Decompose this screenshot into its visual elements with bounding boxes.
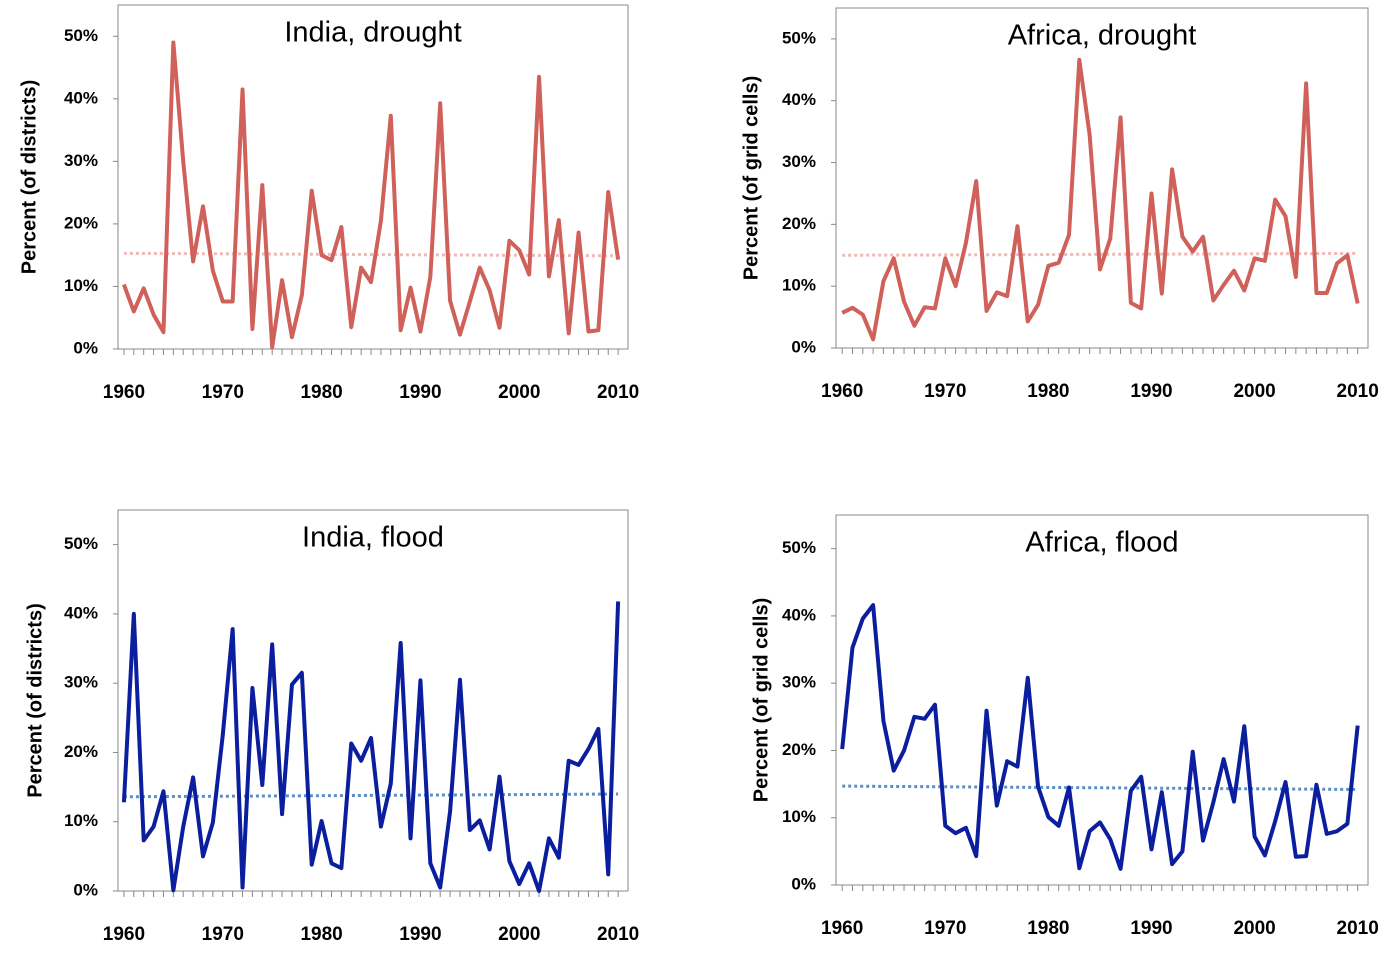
- x-tick-label: 1960: [103, 382, 145, 403]
- x-tick-label: 1990: [1130, 381, 1172, 402]
- trend-line: [842, 784, 1358, 791]
- y-tick-label: 30%: [782, 673, 816, 692]
- x-tick-label: 1970: [924, 381, 966, 402]
- y-tick-label: 30%: [64, 151, 98, 170]
- y-axis-label: Percent (of districts): [24, 603, 46, 797]
- plot-frame: [117, 4, 629, 350]
- y-tick-label: 30%: [64, 673, 98, 692]
- x-tick-label: 1980: [300, 382, 342, 403]
- y-tick-label: 20%: [782, 214, 816, 233]
- y-tick-label: 0%: [791, 337, 816, 356]
- chart-title: India, drought: [284, 17, 461, 49]
- y-tick-label: 50%: [782, 28, 816, 47]
- y-tick-label: 10%: [64, 276, 98, 295]
- y-axis-label: Percent (of grid cells): [740, 76, 762, 281]
- x-tick-label: 1980: [1027, 918, 1069, 939]
- chart-title: Africa, drought: [1008, 20, 1197, 52]
- x-tick-label: 1980: [1027, 381, 1069, 402]
- y-tick-label: 40%: [64, 603, 98, 622]
- y-tick-label: 0%: [791, 874, 816, 893]
- x-tick-label: 1990: [1130, 918, 1172, 939]
- trend-line: [123, 792, 619, 799]
- plot-frame: [835, 7, 1369, 349]
- y-tick-label: 30%: [782, 152, 816, 171]
- x-tick-label: 2010: [597, 924, 639, 945]
- x-tick-label: 2000: [1233, 918, 1275, 939]
- y-tick-label: 20%: [64, 742, 98, 761]
- y-tick-label: 50%: [64, 26, 98, 45]
- chart-title: India, flood: [302, 522, 444, 554]
- x-tick-label: 2010: [1337, 918, 1379, 939]
- data-line: [841, 57, 1360, 342]
- x-tick-label: 1960: [821, 918, 863, 939]
- x-tick-label: 2000: [498, 924, 540, 945]
- x-tick-label: 1990: [399, 924, 441, 945]
- x-tick-label: 2000: [1233, 381, 1275, 402]
- y-tick-label: 50%: [782, 538, 816, 557]
- data-line: [840, 603, 1360, 871]
- data-line: [121, 601, 621, 893]
- chart-title: Africa, flood: [1025, 527, 1178, 559]
- y-axis-label: Percent (of districts): [18, 80, 40, 274]
- y-tick-label: 20%: [782, 740, 816, 759]
- plot-frame: [117, 509, 629, 892]
- plot-frame: [835, 514, 1369, 886]
- y-tick-label: 10%: [782, 276, 816, 295]
- x-tick-label: 2010: [597, 382, 639, 403]
- y-tick-label: 0%: [73, 880, 98, 899]
- x-tick-label: 1980: [300, 924, 342, 945]
- x-tick-label: 1970: [924, 918, 966, 939]
- x-tick-label: 1970: [202, 382, 244, 403]
- trend-line: [123, 251, 619, 258]
- y-tick-label: 40%: [782, 605, 816, 624]
- data-line: [122, 40, 621, 350]
- y-tick-label: 10%: [64, 811, 98, 830]
- x-tick-label: 1960: [821, 381, 863, 402]
- x-tick-label: 2000: [498, 382, 540, 403]
- x-tick-label: 1970: [202, 924, 244, 945]
- trend-line: [842, 251, 1358, 257]
- y-tick-label: 0%: [73, 338, 98, 357]
- x-tick-label: 1960: [103, 924, 145, 945]
- x-tick-label: 1990: [399, 382, 441, 403]
- y-axis-label: Percent (of grid cells): [750, 598, 772, 803]
- y-tick-label: 50%: [64, 534, 98, 553]
- y-tick-label: 10%: [782, 807, 816, 826]
- y-tick-label: 20%: [64, 213, 98, 232]
- y-tick-label: 40%: [64, 88, 98, 107]
- x-tick-label: 2010: [1337, 381, 1379, 402]
- y-tick-label: 40%: [782, 90, 816, 109]
